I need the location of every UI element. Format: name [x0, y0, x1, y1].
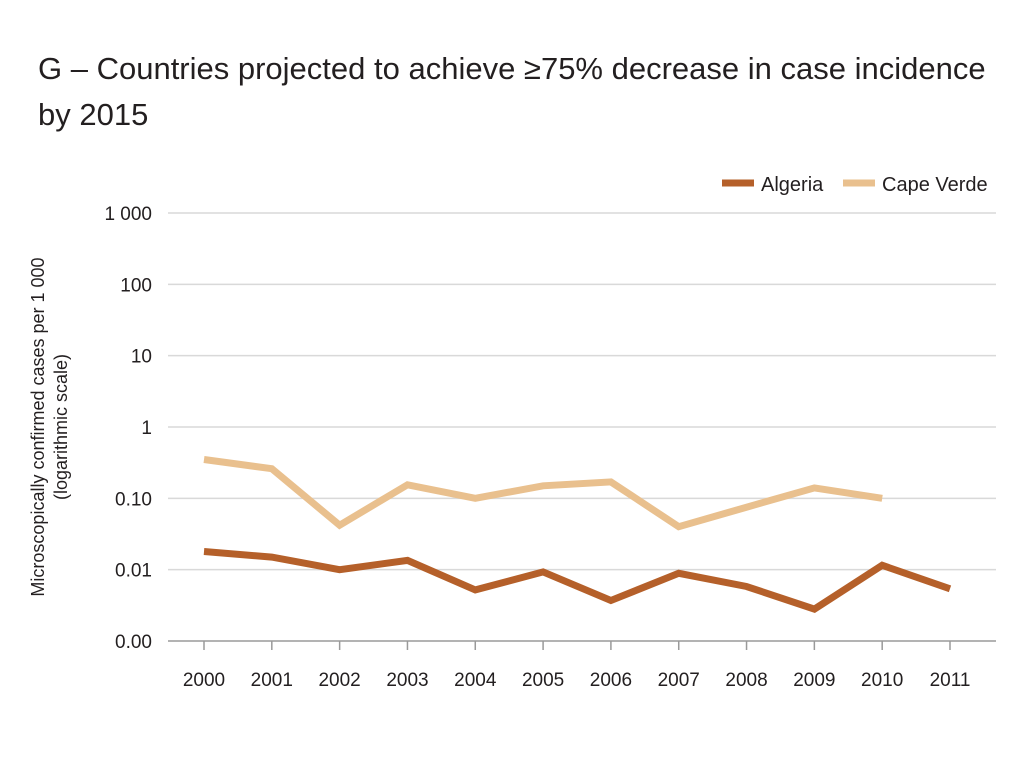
y-tick-label: 0.00 — [115, 632, 152, 653]
series-lines — [203, 456, 952, 613]
y-tick-label: 10 — [131, 347, 152, 368]
series-line-algeria — [203, 548, 952, 613]
y-tick-label: 0.10 — [115, 489, 152, 510]
x-tick-label: 2011 — [930, 670, 971, 691]
y-tick-label: 100 — [120, 275, 152, 296]
x-tick-label: 2002 — [318, 670, 360, 691]
x-tick-label: 2006 — [590, 670, 632, 691]
x-tick-label: 2003 — [386, 670, 428, 691]
y-axis-label-line2: (logarithmic scale) — [51, 354, 71, 500]
legend: Algeria Cape Verde — [722, 174, 988, 196]
y-tick-label: 1 000 — [104, 204, 152, 225]
y-tick-label: 1 — [141, 418, 152, 439]
chart-title: G – Countries projected to achieve ≥75% … — [38, 51, 986, 132]
x-tick-label: 2004 — [454, 670, 497, 691]
x-tick-label: 2005 — [522, 670, 564, 691]
gridlines — [168, 212, 996, 571]
x-tick-label: 2008 — [725, 670, 767, 691]
y-tick-label: 0.01 — [115, 561, 152, 582]
x-tick-label: 2001 — [251, 670, 293, 691]
y-axis-ticks: 1 000 100 10 1 0.10 0.01 0.00 — [104, 204, 152, 653]
x-tick-label: 2007 — [658, 670, 700, 691]
y-axis-label-line1: Microscopically confirmed cases per 1 00… — [28, 257, 48, 596]
x-tick-label: 2000 — [183, 670, 225, 691]
x-axis-ticks: 2000 2001 2002 2003 2004 2005 2006 2007 2008 2009… — [183, 641, 971, 691]
x-tick-label: 2010 — [861, 670, 903, 691]
x-tick-label: 2009 — [793, 670, 835, 691]
series-line-cape-verde — [203, 456, 883, 531]
legend-label-cape-verde: Cape Verde — [882, 174, 988, 196]
legend-label-algeria: Algeria — [761, 174, 824, 196]
